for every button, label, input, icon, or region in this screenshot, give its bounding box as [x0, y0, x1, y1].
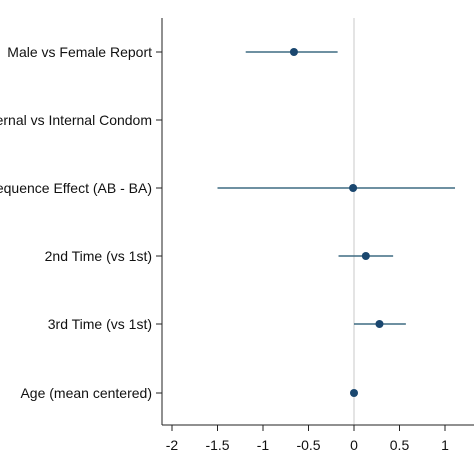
point-estimate — [375, 320, 384, 328]
category-labels: Male vs Female Report External vs Interna… — [0, 44, 152, 401]
x-tick-label: -0.5 — [296, 437, 320, 453]
category-label: 2nd Time (vs 1st) — [45, 248, 152, 264]
x-tick-label: -2 — [166, 437, 179, 453]
axes: -2 -1.5 -1 -0.5 0 0.5 1 — [156, 18, 474, 453]
category-label: Sequence Effect (AB - BA) — [0, 180, 152, 196]
category-label: External vs Internal Condom — [0, 112, 152, 128]
category-label: Age (mean centered) — [20, 385, 152, 401]
confidence-intervals — [217, 51, 456, 394]
x-tick-label: 0.5 — [390, 437, 410, 453]
category-label: Male vs Female Report — [7, 44, 152, 60]
point-estimate — [349, 184, 358, 192]
x-tick-label: -1.5 — [205, 437, 229, 453]
category-label: 3rd Time (vs 1st) — [48, 316, 152, 332]
point-estimate — [361, 252, 370, 260]
point-estimate — [289, 48, 298, 56]
x-tick-label: 0 — [350, 437, 358, 453]
point-estimates — [289, 48, 384, 397]
x-tick-label: 1 — [441, 437, 449, 453]
point-estimate — [350, 389, 358, 397]
x-tick-label: -1 — [257, 437, 270, 453]
